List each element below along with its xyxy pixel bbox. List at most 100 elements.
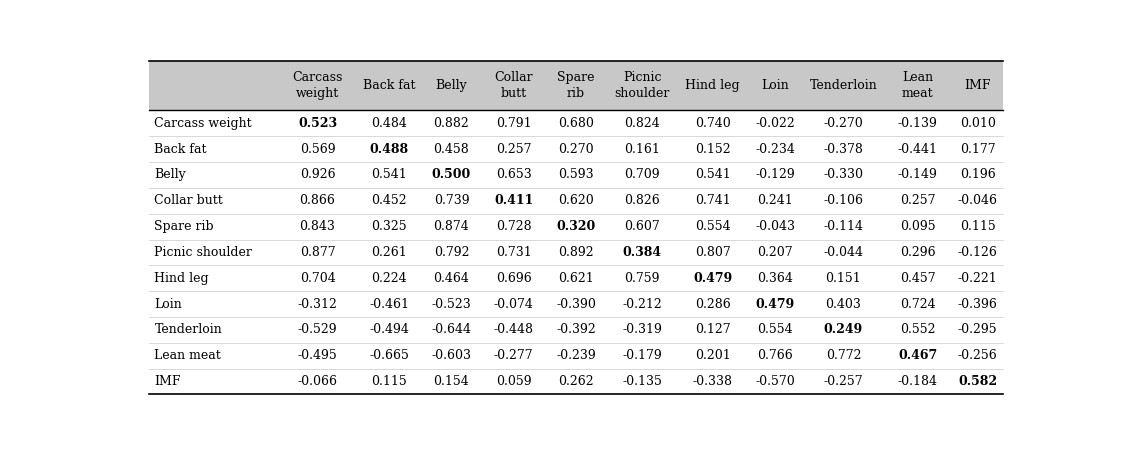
Text: 0.569: 0.569 xyxy=(300,143,335,156)
Text: 0.458: 0.458 xyxy=(434,143,470,156)
Text: Belly: Belly xyxy=(436,79,468,92)
Text: 0.541: 0.541 xyxy=(371,169,407,181)
Text: -0.338: -0.338 xyxy=(692,375,733,388)
Text: -0.570: -0.570 xyxy=(755,375,795,388)
Text: 0.177: 0.177 xyxy=(960,143,996,156)
Text: 0.161: 0.161 xyxy=(624,143,660,156)
Text: -0.256: -0.256 xyxy=(958,349,998,362)
Text: 0.740: 0.740 xyxy=(695,117,731,130)
Text: -0.126: -0.126 xyxy=(958,246,998,259)
Text: -0.221: -0.221 xyxy=(958,272,998,285)
Text: 0.926: 0.926 xyxy=(300,169,335,181)
Text: -0.212: -0.212 xyxy=(623,298,662,311)
Text: -0.390: -0.390 xyxy=(556,298,596,311)
Text: 0.824: 0.824 xyxy=(624,117,660,130)
Text: IMF: IMF xyxy=(964,79,991,92)
Text: Loin: Loin xyxy=(154,298,182,311)
Text: 0.241: 0.241 xyxy=(758,194,792,207)
Text: 0.709: 0.709 xyxy=(624,169,660,181)
Text: 0.467: 0.467 xyxy=(898,349,937,362)
Text: Back fat: Back fat xyxy=(363,79,416,92)
Text: 0.152: 0.152 xyxy=(695,143,731,156)
Text: -0.022: -0.022 xyxy=(755,117,795,130)
Text: 0.249: 0.249 xyxy=(824,323,863,336)
Text: 0.262: 0.262 xyxy=(559,375,593,388)
Text: 0.257: 0.257 xyxy=(496,143,532,156)
Text: Carcass weight: Carcass weight xyxy=(154,117,252,130)
Text: Spare rib: Spare rib xyxy=(154,220,214,233)
Text: 0.728: 0.728 xyxy=(496,220,532,233)
Text: 0.552: 0.552 xyxy=(900,323,935,336)
Text: -0.046: -0.046 xyxy=(958,194,998,207)
Text: -0.184: -0.184 xyxy=(898,375,937,388)
Text: 0.115: 0.115 xyxy=(960,220,996,233)
Text: 0.270: 0.270 xyxy=(559,143,593,156)
Text: -0.044: -0.044 xyxy=(824,246,863,259)
Text: -0.312: -0.312 xyxy=(298,298,337,311)
Text: -0.529: -0.529 xyxy=(298,323,337,336)
Text: 0.877: 0.877 xyxy=(300,246,335,259)
Text: -0.139: -0.139 xyxy=(898,117,937,130)
Text: 0.554: 0.554 xyxy=(758,323,792,336)
Text: 0.196: 0.196 xyxy=(960,169,996,181)
Text: 0.759: 0.759 xyxy=(624,272,660,285)
Text: 0.739: 0.739 xyxy=(434,194,469,207)
Text: 0.201: 0.201 xyxy=(695,349,731,362)
Text: -0.114: -0.114 xyxy=(824,220,863,233)
Text: 0.320: 0.320 xyxy=(556,220,596,233)
Text: Picnic shoulder: Picnic shoulder xyxy=(154,246,252,259)
Text: 0.843: 0.843 xyxy=(300,220,335,233)
Text: 0.411: 0.411 xyxy=(495,194,534,207)
Text: 0.593: 0.593 xyxy=(559,169,593,181)
Text: 0.364: 0.364 xyxy=(758,272,794,285)
Text: 0.523: 0.523 xyxy=(298,117,337,130)
Text: 0.866: 0.866 xyxy=(300,194,335,207)
Text: -0.135: -0.135 xyxy=(623,375,662,388)
Text: -0.239: -0.239 xyxy=(556,349,596,362)
Text: -0.074: -0.074 xyxy=(493,298,534,311)
Text: 0.680: 0.680 xyxy=(559,117,593,130)
Text: 0.704: 0.704 xyxy=(300,272,335,285)
Text: 0.724: 0.724 xyxy=(900,298,935,311)
Text: -0.644: -0.644 xyxy=(432,323,471,336)
Text: 0.286: 0.286 xyxy=(695,298,731,311)
Text: 0.882: 0.882 xyxy=(434,117,470,130)
Text: 0.403: 0.403 xyxy=(825,298,861,311)
Text: 0.010: 0.010 xyxy=(960,117,996,130)
Text: 0.479: 0.479 xyxy=(755,298,795,311)
Text: -0.441: -0.441 xyxy=(898,143,937,156)
Text: Picnic
shoulder: Picnic shoulder xyxy=(615,71,670,100)
Text: 0.059: 0.059 xyxy=(496,375,532,388)
Text: Carcass
weight: Carcass weight xyxy=(292,71,343,100)
Text: Back fat: Back fat xyxy=(154,143,207,156)
Text: 0.325: 0.325 xyxy=(371,220,407,233)
Text: 0.892: 0.892 xyxy=(559,246,593,259)
Text: Tenderloin: Tenderloin xyxy=(809,79,877,92)
Text: 0.807: 0.807 xyxy=(695,246,731,259)
Text: 0.296: 0.296 xyxy=(900,246,935,259)
Text: Collar butt: Collar butt xyxy=(154,194,224,207)
Text: 0.127: 0.127 xyxy=(695,323,731,336)
Text: Spare
rib: Spare rib xyxy=(558,71,595,100)
Text: 0.874: 0.874 xyxy=(434,220,470,233)
Text: 0.457: 0.457 xyxy=(900,272,935,285)
Text: -0.179: -0.179 xyxy=(623,349,662,362)
Text: 0.696: 0.696 xyxy=(496,272,532,285)
Text: 0.257: 0.257 xyxy=(900,194,935,207)
Text: 0.154: 0.154 xyxy=(434,375,470,388)
Text: 0.731: 0.731 xyxy=(496,246,532,259)
Text: Lean meat: Lean meat xyxy=(154,349,221,362)
Text: 0.582: 0.582 xyxy=(959,375,997,388)
Text: 0.479: 0.479 xyxy=(694,272,733,285)
Text: 0.484: 0.484 xyxy=(371,117,407,130)
Text: -0.448: -0.448 xyxy=(493,323,534,336)
Text: 0.224: 0.224 xyxy=(371,272,407,285)
Text: 0.620: 0.620 xyxy=(559,194,593,207)
Text: -0.257: -0.257 xyxy=(824,375,863,388)
Text: -0.043: -0.043 xyxy=(755,220,795,233)
Text: 0.541: 0.541 xyxy=(695,169,731,181)
Text: Loin: Loin xyxy=(761,79,789,92)
Text: Collar
butt: Collar butt xyxy=(495,71,533,100)
Text: 0.741: 0.741 xyxy=(695,194,731,207)
Text: -0.319: -0.319 xyxy=(623,323,662,336)
